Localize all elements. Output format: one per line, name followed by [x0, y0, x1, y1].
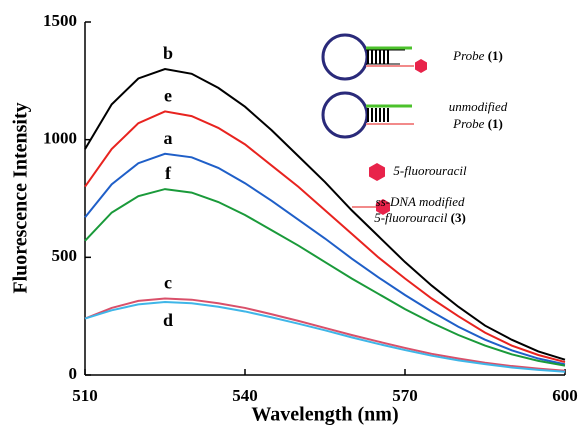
legend-text: 5-fluorouracil [374, 210, 448, 225]
y-axis-label: Fluorescence Intensity [10, 102, 32, 293]
legend-text: Probe [452, 116, 485, 131]
series-label: f [165, 163, 172, 183]
y-tick-label: 500 [52, 246, 78, 265]
series-line [84, 301, 566, 373]
legend-icons [321, 33, 427, 215]
series-label: e [164, 86, 172, 106]
legend-entry: unmodified Probe (1) [449, 99, 508, 131]
legend-text: Probe [452, 48, 485, 63]
series-line [84, 188, 566, 367]
legend-text: ss-DNA modified [376, 194, 465, 209]
x-axis-label: Wavelength (nm) [251, 404, 398, 426]
legend-entry: Probe (1) [452, 48, 503, 63]
legend-text: unmodified [449, 99, 508, 114]
x-tick-label: 510 [72, 386, 98, 405]
y-tick-label: 1500 [43, 11, 77, 30]
legend-entry: ss-DNA modified 5-fluorouracil (3) [374, 194, 466, 225]
y-tick-label: 0 [69, 364, 78, 383]
series-label: d [163, 310, 173, 330]
series-line [84, 297, 566, 372]
x-tick-label: 540 [232, 386, 258, 405]
series-label: b [163, 43, 173, 63]
legend-number: (1) [488, 48, 503, 63]
legend-entry: 5-fluorouracil [393, 163, 467, 178]
x-tick-label: 570 [392, 386, 418, 405]
x-tick-label: 600 [552, 386, 578, 405]
series-line [84, 110, 566, 364]
series-label: a [164, 128, 173, 148]
series-line [84, 68, 566, 361]
y-tick-label: 1000 [43, 129, 77, 148]
legend-number: (1) [488, 116, 503, 131]
legend-text: 5-fluorouracil [393, 163, 467, 178]
series-label: c [164, 273, 172, 293]
series-line [84, 152, 566, 366]
legend-number: (3) [451, 210, 466, 225]
